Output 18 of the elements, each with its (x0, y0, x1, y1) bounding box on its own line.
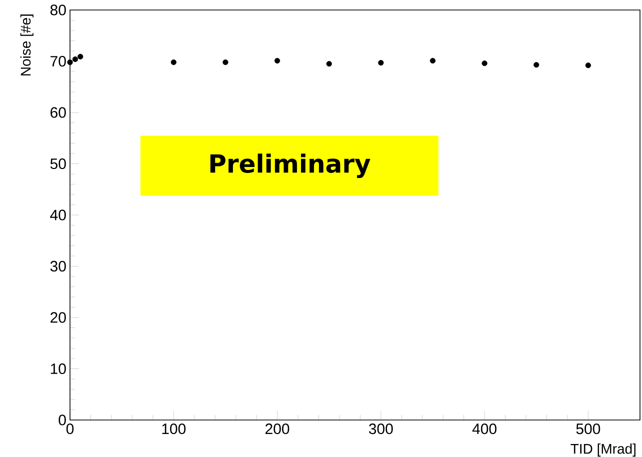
annotation: Preliminary (210, 154, 370, 178)
x-tick-label: 400 (472, 424, 496, 434)
y-tick-label: 0 (58, 414, 66, 426)
x-tick-label: 100 (162, 424, 186, 434)
x-tick-label: 200 (266, 424, 290, 434)
x-tick-label: 500 (576, 424, 600, 434)
y-tick-label: 20 (50, 312, 66, 323)
y-tick-label: 30 (50, 260, 66, 272)
y-tick-label: 40 (50, 210, 66, 220)
y-tick-label: 80 (50, 4, 66, 16)
x-tick-label: 0 (66, 424, 74, 434)
y-tick-label: 50 (50, 158, 66, 170)
y-axis-title: Noise [#e] (20, 14, 34, 76)
y-tick-label: 60 (50, 107, 66, 118)
y-tick-label: 70 (50, 56, 66, 67)
x-axis-title: TID [Mrad] (570, 444, 636, 457)
x-tick-label: 300 (368, 424, 393, 434)
y-tick-label: 10 (50, 363, 66, 374)
